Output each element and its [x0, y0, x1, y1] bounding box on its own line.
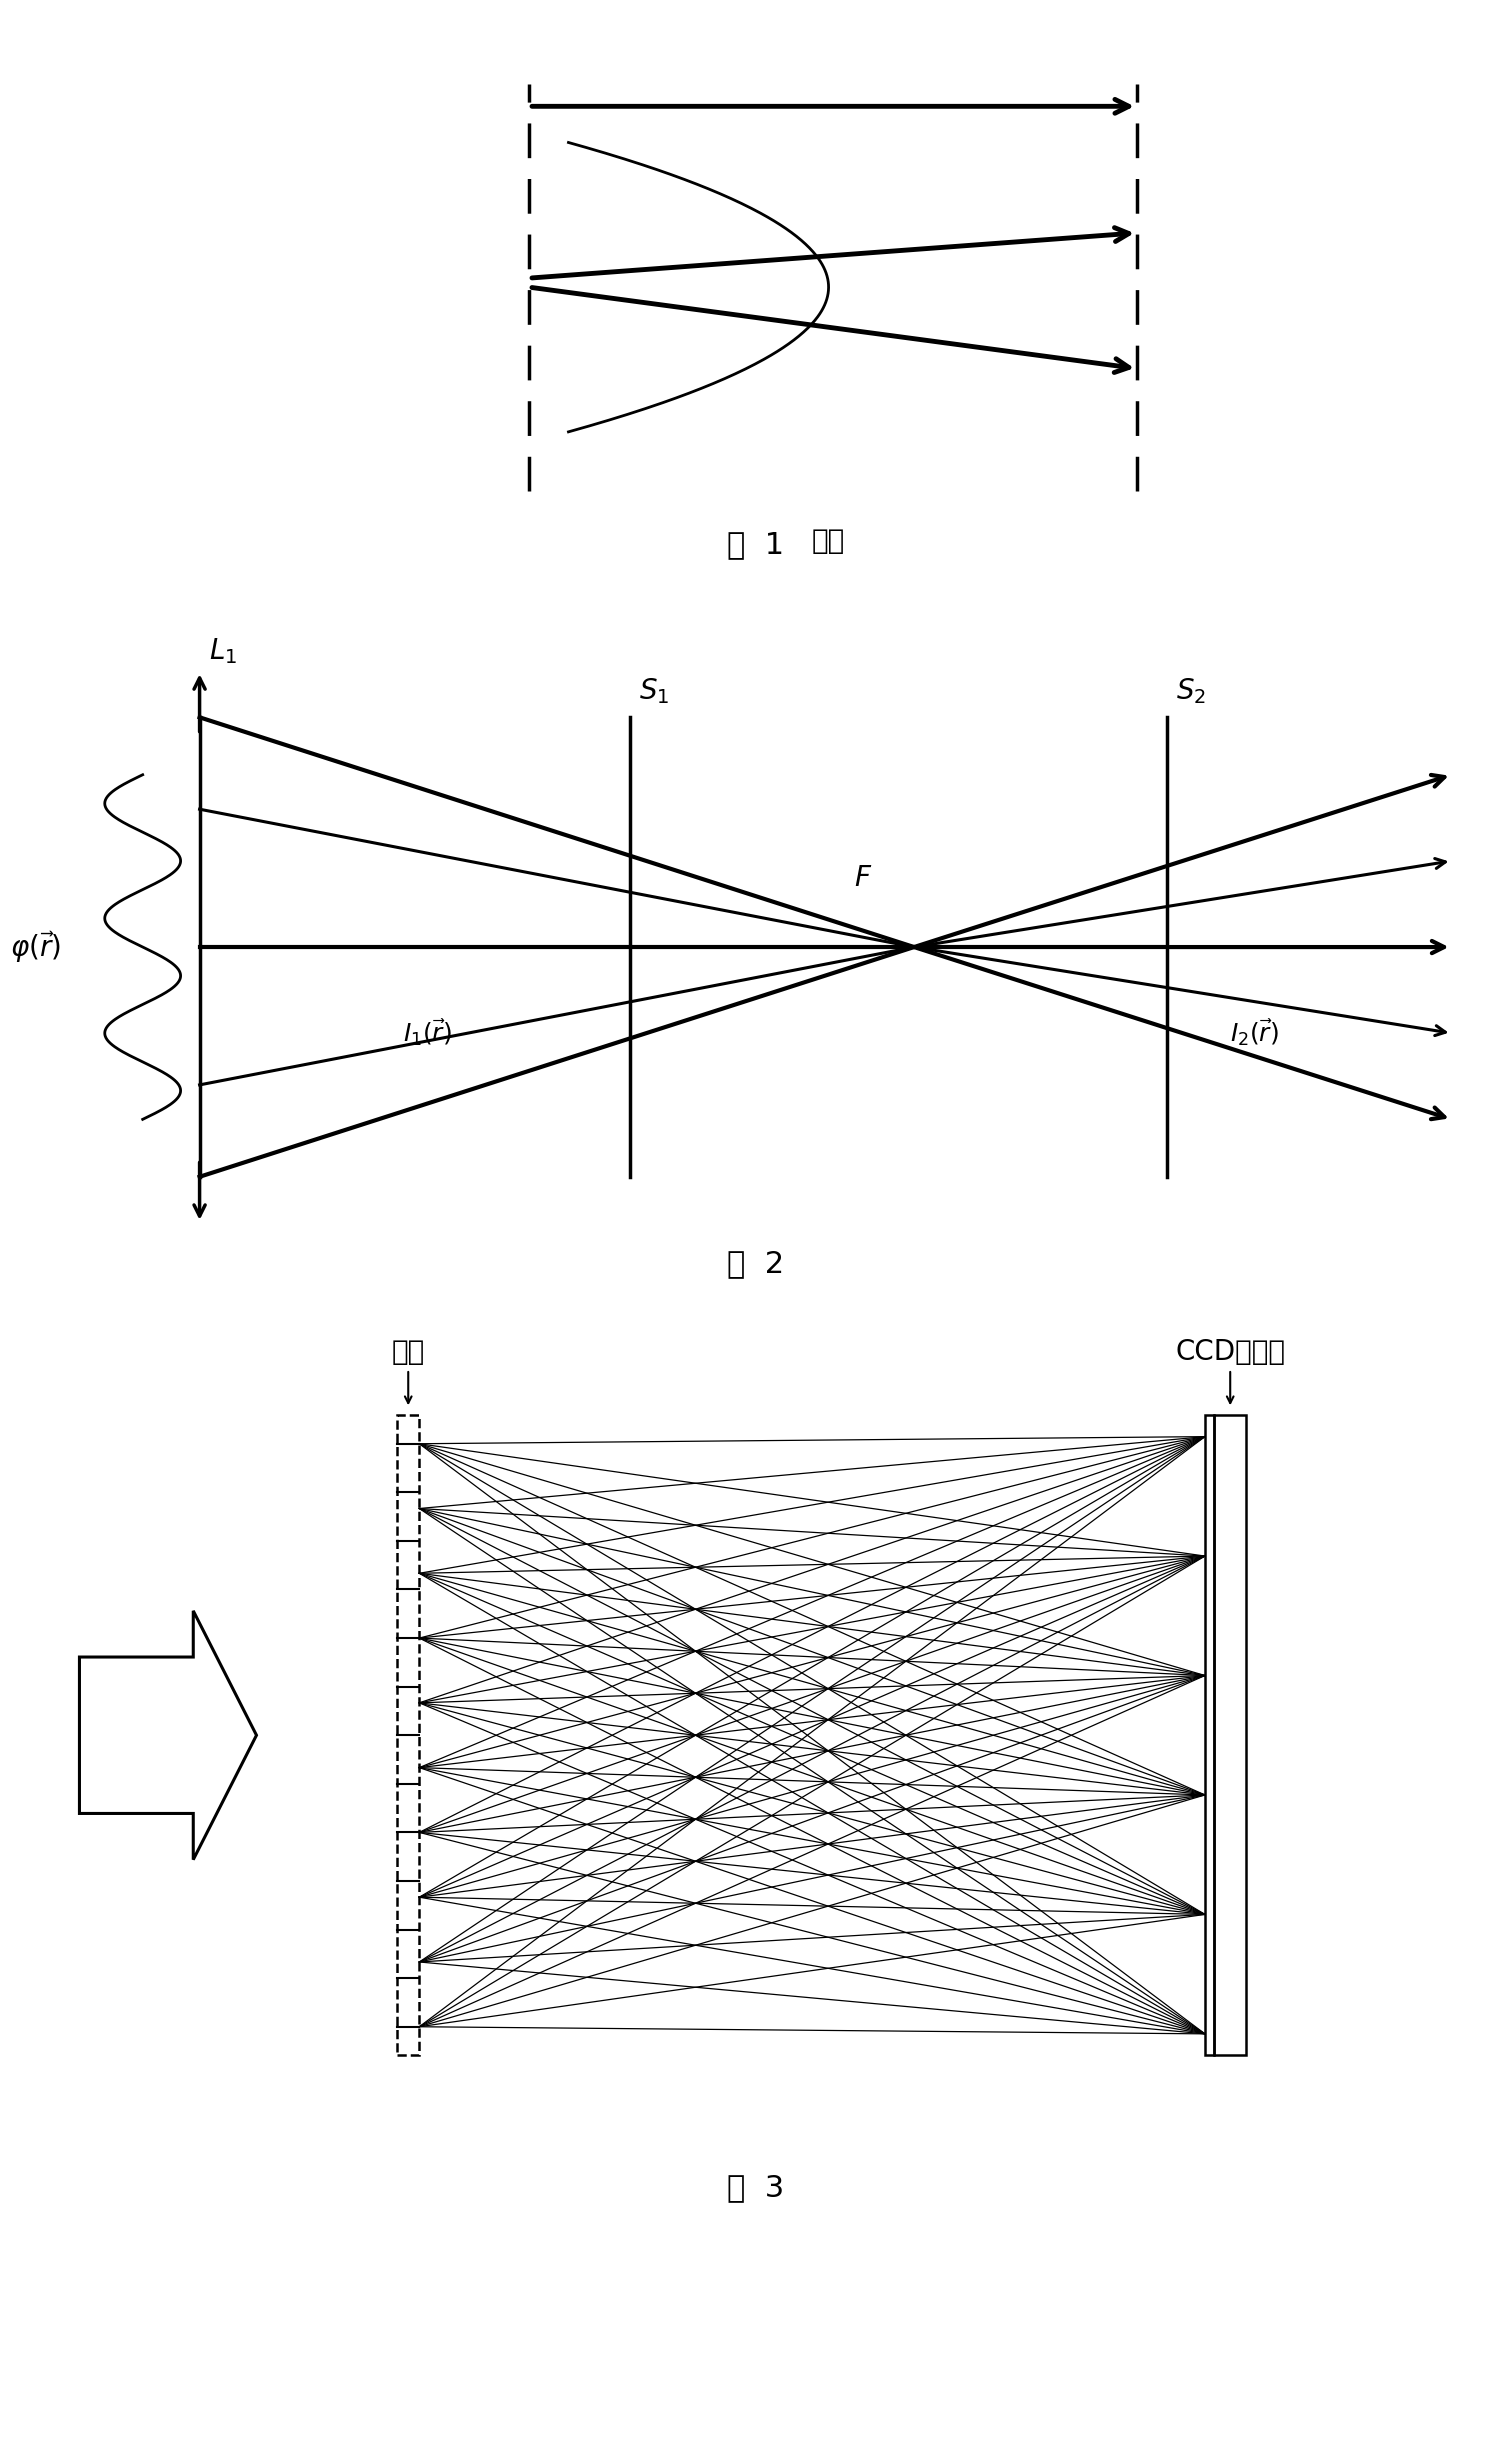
Text: 波前: 波前	[812, 528, 845, 555]
Text: $S_1$: $S_1$	[640, 677, 670, 706]
Text: 光栅: 光栅	[392, 1337, 425, 1366]
Text: 图  3: 图 3	[727, 2173, 785, 2202]
Bar	[1205, 1415, 1214, 2055]
Bar	[1214, 1415, 1246, 2055]
Text: $\varphi(\vec{r})$: $\varphi(\vec{r})$	[11, 929, 60, 965]
Text: $S_2$: $S_2$	[1176, 677, 1207, 706]
Text: $L_1$: $L_1$	[209, 635, 237, 665]
Text: 图  1: 图 1	[727, 530, 785, 560]
Text: $I_1(\vec{r})$: $I_1(\vec{r})$	[402, 1019, 452, 1048]
FancyArrow shape	[80, 1611, 257, 1860]
Text: $I_2(\vec{r})$: $I_2(\vec{r})$	[1231, 1019, 1279, 1048]
Text: $F$: $F$	[854, 865, 872, 892]
Text: 图  2: 图 2	[727, 1249, 785, 1278]
Bar	[398, 1415, 419, 2055]
Text: CCD探测器: CCD探测器	[1175, 1337, 1285, 1366]
